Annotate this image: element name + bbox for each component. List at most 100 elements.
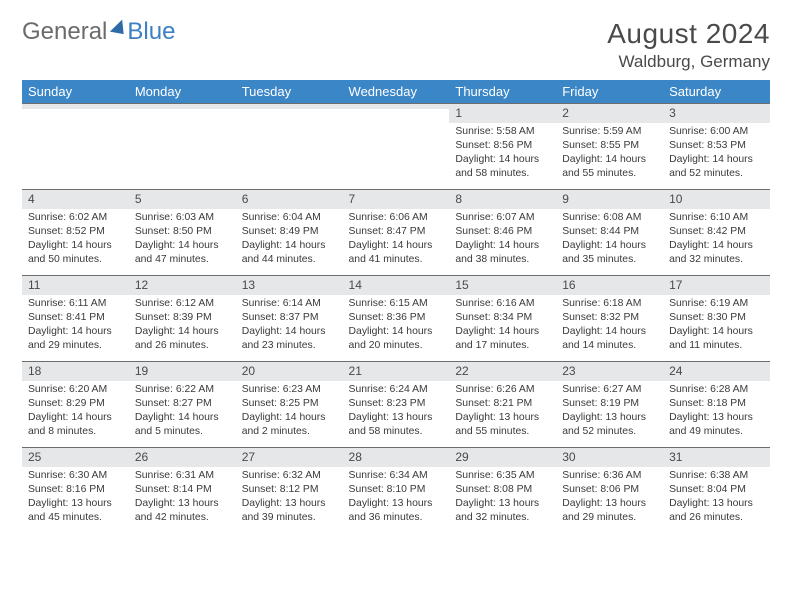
sunrise-text: Sunrise: 6:38 AM bbox=[669, 469, 764, 483]
sunrise-text: Sunrise: 6:03 AM bbox=[135, 211, 230, 225]
cell-body: Sunrise: 6:02 AMSunset: 8:52 PMDaylight:… bbox=[22, 209, 129, 271]
cell-body: Sunrise: 6:03 AMSunset: 8:50 PMDaylight:… bbox=[129, 209, 236, 271]
day-number: 16 bbox=[556, 276, 663, 295]
sunset-text: Sunset: 8:18 PM bbox=[669, 397, 764, 411]
day-number: 28 bbox=[343, 448, 450, 467]
sunrise-text: Sunrise: 6:36 AM bbox=[562, 469, 657, 483]
cell-body: Sunrise: 6:22 AMSunset: 8:27 PMDaylight:… bbox=[129, 381, 236, 443]
sunrise-text: Sunrise: 6:19 AM bbox=[669, 297, 764, 311]
day-number: 6 bbox=[236, 190, 343, 209]
sunrise-text: Sunrise: 6:16 AM bbox=[455, 297, 550, 311]
sunset-text: Sunset: 8:10 PM bbox=[349, 483, 444, 497]
sunrise-text: Sunrise: 6:20 AM bbox=[28, 383, 123, 397]
sunrise-text: Sunrise: 6:26 AM bbox=[455, 383, 550, 397]
calendar-week-row: 1Sunrise: 5:58 AMSunset: 8:56 PMDaylight… bbox=[22, 104, 770, 190]
day-number: 13 bbox=[236, 276, 343, 295]
sunrise-text: Sunrise: 6:02 AM bbox=[28, 211, 123, 225]
sunrise-text: Sunrise: 5:59 AM bbox=[562, 125, 657, 139]
calendar-cell: 31Sunrise: 6:38 AMSunset: 8:04 PMDayligh… bbox=[663, 448, 770, 534]
calendar-cell: 16Sunrise: 6:18 AMSunset: 8:32 PMDayligh… bbox=[556, 276, 663, 362]
cell-body: Sunrise: 6:11 AMSunset: 8:41 PMDaylight:… bbox=[22, 295, 129, 357]
daylight-text: Daylight: 14 hours and 26 minutes. bbox=[135, 325, 230, 353]
calendar-cell: 14Sunrise: 6:15 AMSunset: 8:36 PMDayligh… bbox=[343, 276, 450, 362]
cell-body: Sunrise: 6:10 AMSunset: 8:42 PMDaylight:… bbox=[663, 209, 770, 271]
day-number: 4 bbox=[22, 190, 129, 209]
daylight-text: Daylight: 14 hours and 23 minutes. bbox=[242, 325, 337, 353]
logo-sail-icon bbox=[110, 18, 126, 34]
cell-body: Sunrise: 6:27 AMSunset: 8:19 PMDaylight:… bbox=[556, 381, 663, 443]
sunrise-text: Sunrise: 6:27 AM bbox=[562, 383, 657, 397]
cell-body: Sunrise: 6:04 AMSunset: 8:49 PMDaylight:… bbox=[236, 209, 343, 271]
cell-body: Sunrise: 6:30 AMSunset: 8:16 PMDaylight:… bbox=[22, 467, 129, 529]
logo-text-1: General bbox=[22, 18, 107, 46]
daylight-text: Daylight: 14 hours and 29 minutes. bbox=[28, 325, 123, 353]
header: General Blue August 2024 Waldburg, Germa… bbox=[22, 18, 770, 72]
daylight-text: Daylight: 13 hours and 32 minutes. bbox=[455, 497, 550, 525]
cell-body: Sunrise: 6:36 AMSunset: 8:06 PMDaylight:… bbox=[556, 467, 663, 529]
sunset-text: Sunset: 8:36 PM bbox=[349, 311, 444, 325]
sunrise-text: Sunrise: 6:35 AM bbox=[455, 469, 550, 483]
day-number: 30 bbox=[556, 448, 663, 467]
calendar-cell: 7Sunrise: 6:06 AMSunset: 8:47 PMDaylight… bbox=[343, 190, 450, 276]
cell-body: Sunrise: 6:07 AMSunset: 8:46 PMDaylight:… bbox=[449, 209, 556, 271]
cell-body: Sunrise: 6:19 AMSunset: 8:30 PMDaylight:… bbox=[663, 295, 770, 357]
sunset-text: Sunset: 8:21 PM bbox=[455, 397, 550, 411]
calendar-cell: 30Sunrise: 6:36 AMSunset: 8:06 PMDayligh… bbox=[556, 448, 663, 534]
sunrise-text: Sunrise: 6:23 AM bbox=[242, 383, 337, 397]
daylight-text: Daylight: 13 hours and 52 minutes. bbox=[562, 411, 657, 439]
sunset-text: Sunset: 8:08 PM bbox=[455, 483, 550, 497]
calendar-cell: 5Sunrise: 6:03 AMSunset: 8:50 PMDaylight… bbox=[129, 190, 236, 276]
sunrise-text: Sunrise: 6:08 AM bbox=[562, 211, 657, 225]
sunset-text: Sunset: 8:56 PM bbox=[455, 139, 550, 153]
calendar-cell: 20Sunrise: 6:23 AMSunset: 8:25 PMDayligh… bbox=[236, 362, 343, 448]
calendar-cell: 17Sunrise: 6:19 AMSunset: 8:30 PMDayligh… bbox=[663, 276, 770, 362]
sunrise-text: Sunrise: 6:18 AM bbox=[562, 297, 657, 311]
cell-body: Sunrise: 5:58 AMSunset: 8:56 PMDaylight:… bbox=[449, 123, 556, 185]
weekday-sun: Sunday bbox=[22, 80, 129, 104]
day-number: 24 bbox=[663, 362, 770, 381]
title-block: August 2024 Waldburg, Germany bbox=[607, 18, 770, 72]
sunrise-text: Sunrise: 6:28 AM bbox=[669, 383, 764, 397]
sunset-text: Sunset: 8:29 PM bbox=[28, 397, 123, 411]
day-number: 3 bbox=[663, 104, 770, 123]
day-number: 31 bbox=[663, 448, 770, 467]
sunset-text: Sunset: 8:30 PM bbox=[669, 311, 764, 325]
sunset-text: Sunset: 8:19 PM bbox=[562, 397, 657, 411]
weekday-tue: Tuesday bbox=[236, 80, 343, 104]
cell-body: Sunrise: 6:28 AMSunset: 8:18 PMDaylight:… bbox=[663, 381, 770, 443]
sunrise-text: Sunrise: 6:11 AM bbox=[28, 297, 123, 311]
daylight-text: Daylight: 14 hours and 47 minutes. bbox=[135, 239, 230, 267]
day-number: 23 bbox=[556, 362, 663, 381]
cell-body bbox=[22, 109, 129, 115]
sunset-text: Sunset: 8:34 PM bbox=[455, 311, 550, 325]
sunset-text: Sunset: 8:25 PM bbox=[242, 397, 337, 411]
cell-body: Sunrise: 6:35 AMSunset: 8:08 PMDaylight:… bbox=[449, 467, 556, 529]
day-number: 26 bbox=[129, 448, 236, 467]
weekday-sat: Saturday bbox=[663, 80, 770, 104]
calendar-cell: 9Sunrise: 6:08 AMSunset: 8:44 PMDaylight… bbox=[556, 190, 663, 276]
day-number: 1 bbox=[449, 104, 556, 123]
calendar-cell: 3Sunrise: 6:00 AMSunset: 8:53 PMDaylight… bbox=[663, 104, 770, 190]
logo: General Blue bbox=[22, 18, 175, 46]
day-number: 2 bbox=[556, 104, 663, 123]
calendar-cell: 22Sunrise: 6:26 AMSunset: 8:21 PMDayligh… bbox=[449, 362, 556, 448]
cell-body: Sunrise: 6:00 AMSunset: 8:53 PMDaylight:… bbox=[663, 123, 770, 185]
calendar-week-row: 25Sunrise: 6:30 AMSunset: 8:16 PMDayligh… bbox=[22, 448, 770, 534]
day-number: 8 bbox=[449, 190, 556, 209]
daylight-text: Daylight: 13 hours and 39 minutes. bbox=[242, 497, 337, 525]
sunset-text: Sunset: 8:12 PM bbox=[242, 483, 337, 497]
cell-body: Sunrise: 6:12 AMSunset: 8:39 PMDaylight:… bbox=[129, 295, 236, 357]
calendar-cell: 13Sunrise: 6:14 AMSunset: 8:37 PMDayligh… bbox=[236, 276, 343, 362]
day-number: 10 bbox=[663, 190, 770, 209]
calendar-cell: 2Sunrise: 5:59 AMSunset: 8:55 PMDaylight… bbox=[556, 104, 663, 190]
sunrise-text: Sunrise: 6:06 AM bbox=[349, 211, 444, 225]
calendar-table: Sunday Monday Tuesday Wednesday Thursday… bbox=[22, 80, 770, 534]
daylight-text: Daylight: 13 hours and 49 minutes. bbox=[669, 411, 764, 439]
daylight-text: Daylight: 14 hours and 11 minutes. bbox=[669, 325, 764, 353]
sunset-text: Sunset: 8:41 PM bbox=[28, 311, 123, 325]
calendar-cell: 23Sunrise: 6:27 AMSunset: 8:19 PMDayligh… bbox=[556, 362, 663, 448]
sunrise-text: Sunrise: 6:12 AM bbox=[135, 297, 230, 311]
sunset-text: Sunset: 8:39 PM bbox=[135, 311, 230, 325]
sunrise-text: Sunrise: 6:30 AM bbox=[28, 469, 123, 483]
daylight-text: Daylight: 13 hours and 58 minutes. bbox=[349, 411, 444, 439]
